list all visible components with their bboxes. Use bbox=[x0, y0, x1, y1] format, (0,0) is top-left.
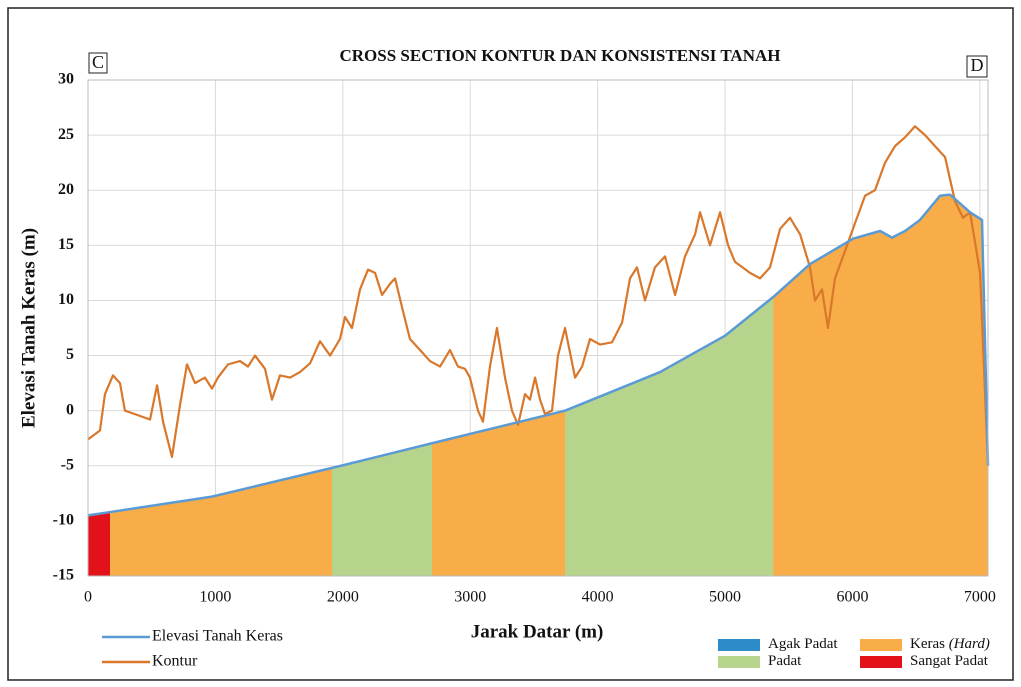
legend-label: Sangat Padat bbox=[910, 653, 989, 669]
legend-swatch bbox=[718, 656, 760, 668]
soil-zone bbox=[431, 410, 566, 576]
legend-swatch bbox=[860, 656, 902, 668]
y-tick-label: 5 bbox=[66, 346, 74, 363]
legend-label: Agak Padat bbox=[768, 636, 838, 652]
legend-swatch bbox=[860, 639, 902, 651]
line bbox=[87, 193, 990, 517]
chart-title: CROSS SECTION KONTUR DAN KONSISTENSI TAN… bbox=[339, 46, 780, 65]
legend-label: Padat bbox=[768, 653, 802, 669]
soil-zone bbox=[773, 194, 988, 576]
y-tick-label: -5 bbox=[61, 456, 74, 473]
legend-label-text: Sangat Padat bbox=[910, 653, 989, 669]
legend-label-italic: (Hard) bbox=[949, 636, 990, 652]
x-tick-label: 4000 bbox=[582, 589, 614, 606]
legend-label: Keras (Hard) bbox=[910, 636, 990, 652]
y-tick-label: -10 bbox=[53, 512, 74, 529]
legend-swatch bbox=[718, 639, 760, 651]
corner-label: D bbox=[971, 55, 984, 75]
x-axis-label: Jarak Datar (m) bbox=[471, 621, 604, 642]
x-tick-label: 2000 bbox=[327, 589, 359, 606]
legend-label-text: Padat bbox=[768, 653, 802, 669]
soil-zone bbox=[565, 297, 774, 576]
y-tick-label: 0 bbox=[66, 401, 74, 418]
y-tick-label: 20 bbox=[58, 181, 74, 198]
corner-box bbox=[88, 52, 108, 74]
y-axis-label: Elevasi Tanah Keras (m) bbox=[18, 228, 39, 428]
legend-label-text: Keras bbox=[910, 636, 945, 652]
x-tick-label: 1000 bbox=[199, 589, 231, 606]
x-tick-label: 3000 bbox=[454, 589, 486, 606]
line bbox=[87, 125, 990, 466]
y-tick-label: 25 bbox=[58, 126, 74, 143]
soil-zone bbox=[88, 512, 111, 576]
y-tick-label: 10 bbox=[58, 291, 74, 308]
corner-label: C bbox=[92, 52, 104, 72]
x-tick-label: 7000 bbox=[964, 589, 996, 606]
plot-border bbox=[87, 79, 989, 577]
soil-zone bbox=[110, 467, 332, 576]
y-tick-label: 30 bbox=[58, 71, 74, 88]
legend-label: Elevasi Tanah Keras bbox=[152, 628, 283, 645]
y-tick-label: -15 bbox=[53, 567, 74, 584]
soil-zone bbox=[331, 443, 432, 576]
legend-label-text: Agak Padat bbox=[768, 636, 838, 652]
corner-box bbox=[966, 55, 988, 78]
x-tick-label: 5000 bbox=[709, 589, 741, 606]
x-tick-label: 6000 bbox=[836, 589, 868, 606]
x-tick-label: 0 bbox=[84, 589, 92, 606]
legend-label: Kontur bbox=[152, 653, 198, 670]
y-tick-label: 15 bbox=[58, 236, 74, 253]
